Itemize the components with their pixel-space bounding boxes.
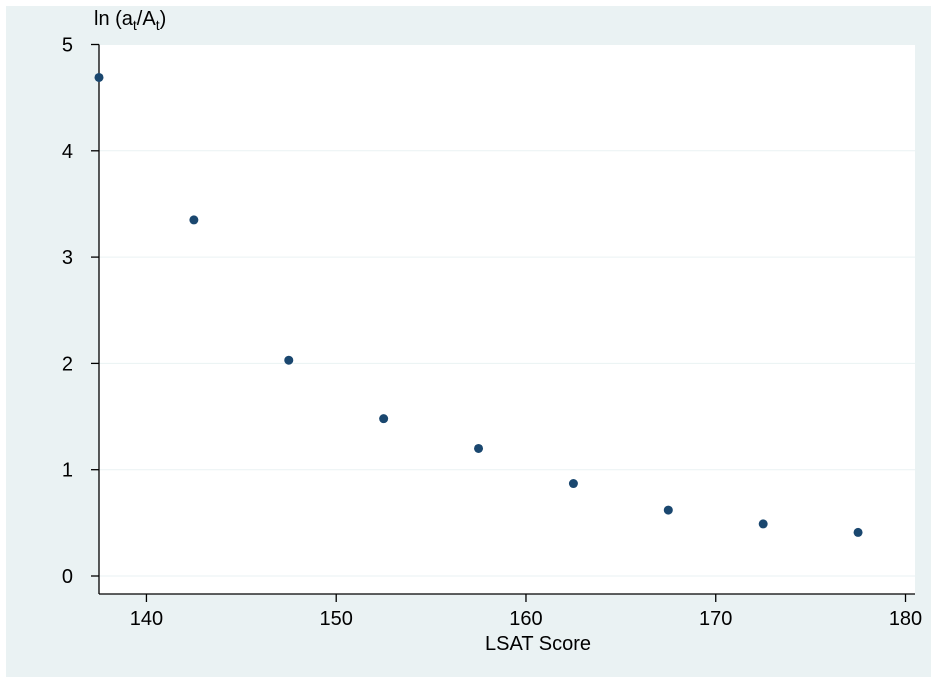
data-point bbox=[853, 527, 863, 537]
x-axis-ticks: 140 150 160 170 180 bbox=[130, 594, 922, 630]
data-point bbox=[379, 414, 389, 424]
x-tick-label: 160 bbox=[509, 608, 542, 630]
x-tick-label: 170 bbox=[699, 608, 732, 630]
data-point bbox=[284, 355, 294, 365]
grid-lines bbox=[99, 44, 915, 577]
y-tick-label: 5 bbox=[62, 35, 73, 57]
y-tick-label: 2 bbox=[62, 353, 73, 375]
data-points bbox=[94, 72, 863, 537]
data-point bbox=[758, 519, 768, 529]
y-axis-ticks: 0 1 2 3 4 5 bbox=[62, 35, 99, 588]
y-tick-label: 1 bbox=[62, 460, 73, 482]
x-axis-label: LSAT Score bbox=[485, 633, 591, 655]
data-point bbox=[568, 479, 578, 489]
plot-area bbox=[99, 44, 915, 594]
data-point bbox=[94, 72, 104, 82]
axes bbox=[98, 44, 915, 595]
x-tick-label: 140 bbox=[130, 608, 163, 630]
y-axis-label: ln (at/At) bbox=[94, 8, 166, 33]
data-point bbox=[663, 505, 673, 515]
data-point bbox=[189, 215, 199, 225]
data-point bbox=[474, 443, 484, 453]
y-tick-label: 0 bbox=[62, 566, 73, 588]
x-tick-label: 180 bbox=[889, 608, 922, 630]
x-tick-label: 150 bbox=[320, 608, 353, 630]
y-tick-label: 4 bbox=[62, 141, 73, 163]
y-tick-label: 3 bbox=[62, 247, 73, 269]
